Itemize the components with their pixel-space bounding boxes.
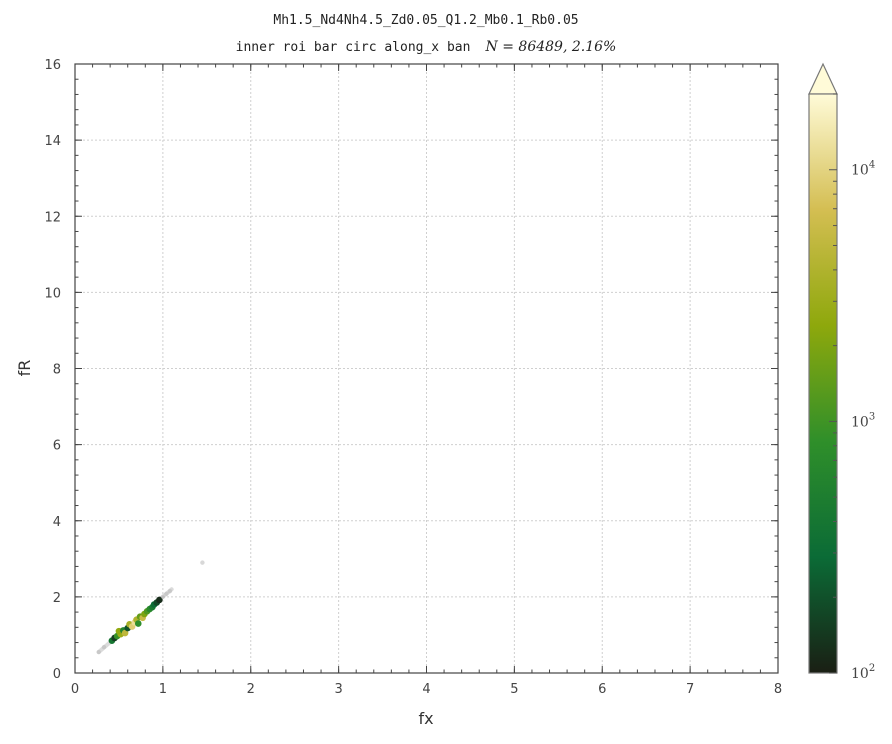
hexbin-point [121, 629, 129, 637]
x-tick-label: 4 [422, 682, 430, 697]
subtitle-math: N = 86489, 2.16% [485, 39, 617, 55]
x-tick-label: 2 [247, 682, 255, 697]
hexbin-point [134, 620, 142, 627]
x-tick-label: 6 [598, 682, 606, 697]
colorbar-tick-label: 104 [851, 160, 875, 179]
hexbin-point [164, 591, 169, 597]
y-axis-label: fR [15, 360, 34, 377]
data-marks [96, 560, 205, 655]
grid [75, 64, 778, 673]
subtitle-text: inner roi bar circ along_x ban [236, 40, 471, 55]
x-axis: 0 1 2 3 4 5 6 7 8 [71, 682, 782, 697]
x-tick-label: 3 [334, 682, 342, 697]
colorbar: 102 103 104 [808, 62, 875, 682]
x-tick-label: 8 [774, 682, 782, 697]
plot-frame [74, 63, 779, 674]
x-tick-label: 5 [510, 682, 518, 697]
hexbin-point [160, 594, 166, 600]
hexbin-point [96, 649, 101, 655]
x-tick-label: 7 [686, 682, 694, 697]
colorbar-bar [808, 93, 838, 674]
colorbar-ticks: 102 103 104 [829, 93, 875, 682]
y-tick-label: 2 [53, 591, 61, 606]
y-tick-label: 16 [44, 58, 61, 73]
chart-subtitle: inner roi bar circ along_x ban N = 86489… [236, 36, 617, 55]
x-tick-label: 1 [159, 682, 167, 697]
y-axis: 0 2 4 6 8 10 12 14 16 [44, 58, 61, 682]
plot-area [74, 63, 779, 674]
y-tick-label: 12 [44, 210, 61, 225]
hexbin-point [167, 588, 173, 594]
x-axis-label: fx [418, 709, 433, 728]
y-tick-label: 6 [53, 439, 61, 454]
y-tick-label: 8 [53, 363, 61, 378]
hexbin-point [200, 560, 205, 565]
colorbar-tick-label: 102 [851, 663, 875, 682]
hexbin-point [101, 644, 107, 650]
y-tick-label: 10 [44, 286, 61, 301]
y-tick-label: 0 [53, 667, 61, 682]
hexbin-point [156, 596, 163, 604]
colorbar-extend-arrow [808, 62, 838, 95]
y-tick-label: 4 [53, 515, 61, 530]
colorbar-tick-label: 103 [851, 411, 875, 430]
chart-title: Mh1.5_Nd4Nh4.5_Zd0.05_Q1.2_Mb0.1_Rb0.05 [273, 13, 578, 28]
y-tick-label: 14 [44, 134, 61, 149]
x-tick-label: 0 [71, 682, 79, 697]
